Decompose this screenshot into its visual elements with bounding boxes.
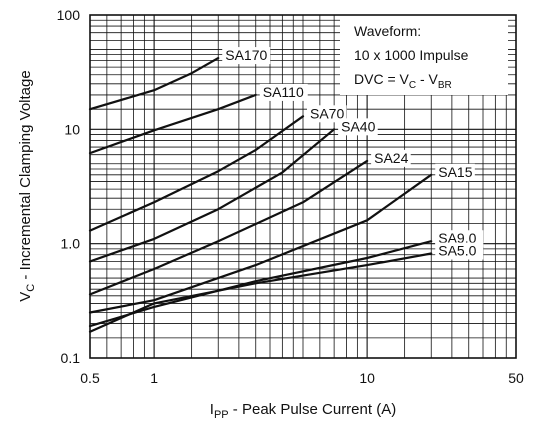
y-tick-label: 0.1 xyxy=(61,350,81,366)
series-label-sa5-0: SA5.0 xyxy=(438,243,476,259)
x-tick-label: 50 xyxy=(508,370,524,386)
x-tick-label: 0.5 xyxy=(80,370,100,386)
series-label-bg xyxy=(259,83,308,101)
curve-sa24 xyxy=(88,159,369,296)
series-label-bg xyxy=(307,105,347,123)
annotation-line-3-mid: - V xyxy=(416,71,438,87)
waveform-annotation: Waveform: 10 x 1000 Impulse DVC = VC - V… xyxy=(340,15,508,95)
x-axis-title-main: I xyxy=(210,401,214,418)
curve-sa110 xyxy=(88,93,257,155)
curve-sa70 xyxy=(88,115,305,232)
annotation-line-3-prefix: DVC = V xyxy=(354,71,410,87)
series-label-sa9-0: SA9.0 xyxy=(438,230,476,246)
annotation-line-3-sub1: C xyxy=(409,80,416,91)
series-label-sa170: SA170 xyxy=(225,47,267,63)
curves xyxy=(88,56,433,333)
series-label-sa110: SA110 xyxy=(263,84,304,100)
curve-sa5-0 xyxy=(88,252,433,333)
series-label-sa24: SA24 xyxy=(374,150,408,166)
y-tick-label: 100 xyxy=(57,7,81,23)
y-axis-title-main: V xyxy=(17,292,34,302)
curve-sa15 xyxy=(88,173,433,314)
series-label-bg xyxy=(371,149,411,167)
plot-frame xyxy=(89,14,517,359)
series-label-bg xyxy=(435,242,484,260)
x-axis-title-sub: PP xyxy=(214,409,229,421)
series-label-sa40: SA40 xyxy=(341,118,375,134)
annotation-line-1: Waveform: xyxy=(354,23,421,39)
y-tick-label: 1.0 xyxy=(61,236,81,252)
curve-sa170 xyxy=(88,56,220,111)
series-label-bg xyxy=(435,163,475,181)
annotation-line-2: 10 x 1000 Impulse xyxy=(354,47,469,63)
annotation-line-3: DVC = VC - VBR xyxy=(354,71,452,91)
series-label-sa15: SA15 xyxy=(438,164,472,180)
series-label-bg xyxy=(222,47,271,65)
y-axis-title-sub: C xyxy=(25,284,37,292)
tick-labels: 0.5 1 10 50 100 10 1.0 0.1 xyxy=(57,7,524,386)
series-label-bg xyxy=(338,118,378,136)
curve-sa40 xyxy=(88,128,336,263)
x-tick-label: 10 xyxy=(359,370,375,386)
annotation-background xyxy=(340,15,508,95)
series-label-sa70: SA70 xyxy=(310,105,344,121)
y-axis-title: VC - Incremental Clamping Voltage xyxy=(17,70,37,301)
x-axis-title-rest: - Peak Pulse Current (A) xyxy=(229,401,397,418)
x-tick-label: 1 xyxy=(150,370,158,386)
y-tick-label: 10 xyxy=(64,121,80,137)
annotation-line-3-sub2: BR xyxy=(438,80,452,91)
x-axis-title: IPP - Peak Pulse Current (A) xyxy=(210,401,396,421)
y-axis-title-rest: - Incremental Clamping Voltage xyxy=(17,70,34,283)
